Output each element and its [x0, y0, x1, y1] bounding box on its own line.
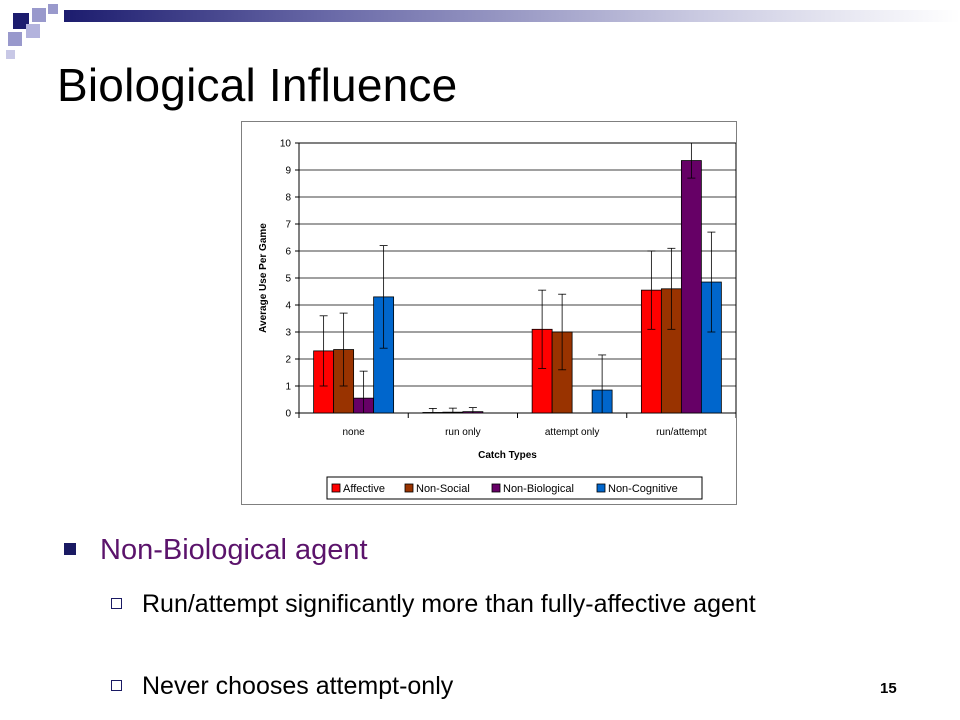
chart-frame: 0 1 2 3 4 5 6 7 8 9 10 none run only attempt only run/… — [241, 121, 737, 505]
y-tick-label: 9 — [285, 166, 291, 177]
legend-swatch — [491, 483, 501, 493]
y-tick-label: 0 — [285, 409, 291, 420]
corner-square-navy-1 — [13, 13, 29, 29]
x-tick-label: attempt only — [545, 427, 599, 438]
legend-label: Non-Social — [416, 483, 470, 495]
y-tick-label: 8 — [285, 193, 291, 204]
x-tick-label: none — [343, 427, 366, 438]
corner-square-lavender-1 — [32, 8, 46, 22]
bullet-hollow-square-icon — [111, 680, 122, 691]
bar-chart: 0 1 2 3 4 5 6 7 8 9 10 none run only attempt only run/… — [258, 139, 736, 500]
corner-square-lavender-2 — [8, 32, 22, 46]
header-gradient-bar — [64, 10, 960, 22]
legend-label: Affective — [343, 483, 385, 495]
page-number: 15 — [880, 680, 897, 697]
legend-label: Non-Cognitive — [608, 483, 678, 495]
bullet-level2-1: Run/attempt significantly more than full… — [142, 590, 756, 618]
y-tick-label: 4 — [285, 301, 291, 312]
y-tick-label: 5 — [285, 274, 291, 285]
y-tick-label: 7 — [285, 220, 291, 231]
legend-swatch — [404, 483, 414, 493]
legend-label: Non-Biological — [503, 483, 574, 495]
y-tick-label: 2 — [285, 355, 291, 366]
y-tick-label: 6 — [285, 247, 291, 258]
slide-title: Biological Influence — [57, 59, 458, 111]
y-tick-label: 10 — [280, 139, 292, 150]
bar-non-biological — [680, 160, 702, 414]
y-tick-label: 3 — [285, 328, 291, 339]
x-tick-label: run only — [445, 427, 481, 438]
x-tick-label: run/attempt — [656, 427, 707, 438]
legend-swatch — [331, 483, 341, 493]
bullet-level2-2: Never chooses attempt-only — [142, 672, 454, 700]
corner-square-navy-2 — [6, 50, 15, 59]
bullet-level1: Non-Biological agent — [100, 534, 368, 566]
corner-square-lavender-3 — [26, 24, 40, 38]
y-axis-label: Average Use Per Game — [258, 223, 269, 333]
corner-square-lavender-4 — [48, 4, 58, 14]
x-axis-label: Catch Types — [478, 450, 537, 461]
legend-box — [326, 476, 703, 500]
bullet-square-icon — [64, 543, 76, 555]
bullet-hollow-square-icon — [111, 598, 122, 609]
y-tick-label: 1 — [285, 382, 291, 393]
legend-swatch — [596, 483, 606, 493]
